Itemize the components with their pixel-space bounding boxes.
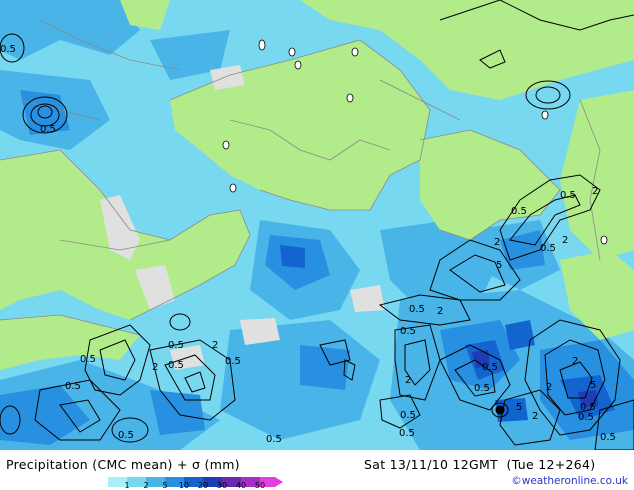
legend-colorbar (108, 472, 284, 487)
contour-label: 2 (437, 306, 443, 317)
contour-label: 0.5 (0, 44, 16, 55)
legend-tick-label: 10 (178, 481, 190, 490)
legend-tick-label: 30 (216, 481, 228, 490)
sigma-contours (0, 0, 634, 450)
legend-swatch (203, 477, 222, 487)
contour-label: 2 (494, 237, 500, 248)
dry-grey-areas (100, 65, 385, 370)
contour-label: 0.5 (399, 428, 415, 439)
contour-label: 2 (592, 186, 598, 197)
contour-labels: 0.5 0.5 0.5 2 0.5 0.5 2 0.5 2 0.5 2 0.5 … (0, 44, 616, 445)
legend-swatch (222, 477, 241, 487)
borders (0, 19, 601, 336)
legend-swatch (146, 477, 165, 487)
contour-label: 2 (562, 235, 568, 246)
contour-label: 0.5 (65, 381, 81, 392)
legend-swatch (260, 477, 275, 487)
legend-swatch (108, 477, 127, 487)
lead-time: (Tue 12+264) (506, 457, 596, 472)
contour-label: 0.5 (80, 354, 96, 365)
contour-label: 0.5 (400, 410, 416, 421)
valid-date: Sat 13/11/10 12GMT (364, 457, 498, 472)
contour-label: 5 (590, 380, 596, 391)
legend-tick-label: 20 (197, 481, 209, 490)
legend-tick-label: 1 (124, 481, 130, 490)
contour-label: 5 (516, 402, 522, 413)
contour-label: 0.5 (40, 124, 56, 135)
contour-label: 0.5 (560, 190, 576, 201)
contour-label: 0.5 (225, 356, 241, 367)
contour-label: 0.5 (400, 326, 416, 337)
legend-swatch (241, 477, 260, 487)
contour-label: 2 (532, 411, 538, 422)
contour-label: 2 (212, 340, 218, 351)
contour-label: 0.5 (580, 402, 596, 413)
legend-tick-label: 2 (143, 481, 149, 490)
valid-time: Sat 13/11/10 12GMT (Tue 12+264) (364, 457, 595, 472)
legend-swatch (184, 477, 203, 487)
map-svg: 0.5 0.5 0.5 2 0.5 0.5 2 0.5 2 0.5 2 0.5 … (0, 0, 634, 450)
legend-tick-label: 5 (162, 481, 168, 490)
footer: Precipitation (CMC mean) + σ (mm) Sat 13… (0, 450, 634, 490)
contour-label: 2 (152, 362, 158, 373)
contour-label: 0.5 (409, 304, 425, 315)
contour-label: 0.5 (266, 434, 282, 445)
contour-label: 0.5 (600, 432, 616, 443)
contour-label: 0.5 (540, 243, 556, 254)
contour-label: 0.5 (578, 412, 594, 423)
legend-arrow (275, 477, 283, 487)
legend-svg (108, 477, 283, 487)
chart-title: Precipitation (CMC mean) + σ (mm) (6, 457, 240, 472)
contour-label: 0.5 (168, 360, 184, 371)
contour-label: 2 (405, 375, 411, 386)
contour-label: 2 (572, 356, 578, 367)
contour-label: 0.5 (118, 430, 134, 441)
credit-link[interactable]: ©weatheronline.co.uk (511, 475, 628, 487)
contour-label: 5 (496, 260, 502, 271)
contour-label: 0.5 (482, 362, 498, 373)
contour-label: 0.5 (511, 206, 527, 217)
legend-swatch (127, 477, 146, 487)
contour-label: 0.5 (168, 340, 184, 351)
precipitation-map: 0.5 0.5 0.5 2 0.5 0.5 2 0.5 2 0.5 2 0.5 … (0, 0, 634, 450)
legend-swatch (165, 477, 184, 487)
contour-label: 0.5 (474, 383, 490, 394)
lakes (222, 39, 608, 245)
legend-tick-label: 40 (235, 481, 247, 490)
land-dry-areas (0, 0, 634, 370)
contour-label: 2 (546, 382, 552, 393)
legend-tick-label: 50 (254, 481, 266, 490)
